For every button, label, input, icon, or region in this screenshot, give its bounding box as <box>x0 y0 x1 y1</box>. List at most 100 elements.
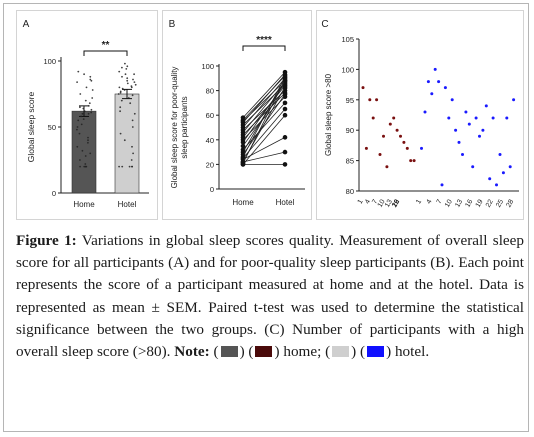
data-point <box>84 163 87 165</box>
data-point <box>90 108 93 111</box>
data-point <box>126 77 129 80</box>
swatch-home-dot <box>255 346 273 358</box>
data-point <box>87 136 89 139</box>
data-point-home <box>405 146 409 150</box>
data-point-home <box>409 159 413 163</box>
pair-line <box>242 114 286 165</box>
figure-frame: A Global sleep score 0 50 100 Home Hotel ** B Gl… <box>3 3 529 432</box>
x-tick-label: 22 <box>485 198 495 208</box>
data-point-home <box>240 160 246 166</box>
x-tick-label: 10 <box>377 198 387 208</box>
y-tick-label: 40 <box>206 136 214 145</box>
significance-bracket <box>83 50 128 56</box>
data-point-hotel <box>420 146 423 150</box>
panel-b: B Global sleep score for poor-quality slee… <box>162 10 312 220</box>
data-point <box>134 83 137 86</box>
data-point <box>85 165 88 168</box>
x-tick-label: 16 <box>464 198 474 208</box>
y-tick-label: 100 <box>341 65 354 74</box>
data-point <box>117 93 120 95</box>
pair-line <box>242 71 286 118</box>
y-tick-label: 0 <box>210 185 214 194</box>
pair-line <box>242 78 286 128</box>
y-axis-label-line2: sleep participants <box>180 96 189 158</box>
data-point <box>133 81 136 83</box>
data-point <box>121 66 123 69</box>
data-point <box>131 165 133 168</box>
data-point-hotel <box>464 110 468 114</box>
data-point-hotel <box>450 98 454 102</box>
y-tick-label: 100 <box>43 57 56 66</box>
data-point <box>126 82 129 85</box>
data-point-home <box>385 165 389 169</box>
panel-label: B <box>169 19 176 30</box>
data-point-hotel <box>471 165 475 169</box>
data-point <box>80 123 83 126</box>
data-point-hotel <box>498 153 502 156</box>
data-point <box>84 99 87 102</box>
data-point-home <box>402 140 406 144</box>
significance-label: ** <box>102 40 110 51</box>
data-point <box>87 141 89 144</box>
data-point <box>131 119 134 122</box>
data-point <box>132 78 134 81</box>
data-point <box>128 165 131 168</box>
y-tick-label: 105 <box>341 35 354 44</box>
data-point-hotel <box>467 122 471 126</box>
data-point-hotel <box>484 104 488 108</box>
y-tick-label: 100 <box>201 62 214 71</box>
data-point-hotel <box>282 162 288 167</box>
data-point <box>131 94 134 97</box>
data-point <box>120 99 123 102</box>
data-point <box>91 97 94 99</box>
data-point-home <box>382 134 385 138</box>
data-point <box>83 110 86 113</box>
data-point <box>89 78 92 81</box>
data-point <box>85 86 88 89</box>
x-tick-label: 28 <box>505 198 515 208</box>
x-tick-label: 10 <box>444 198 454 208</box>
data-point-hotel <box>282 106 288 112</box>
data-point-hotel <box>501 171 505 175</box>
x-tick-label: 13 <box>454 198 464 208</box>
swatch-home-bar <box>220 346 238 358</box>
y-tick-label: 90 <box>346 126 354 135</box>
data-point <box>79 93 82 95</box>
pair-line <box>242 85 286 138</box>
data-point <box>83 73 85 76</box>
swatch-hotel-dot <box>367 346 385 358</box>
data-point <box>88 102 91 105</box>
data-point <box>119 110 121 113</box>
data-point <box>81 149 84 152</box>
data-point <box>87 112 90 115</box>
data-point-hotel <box>423 110 427 114</box>
data-point <box>121 75 123 78</box>
data-point-hotel <box>508 165 512 169</box>
pair-line <box>242 84 286 126</box>
data-point <box>123 89 126 91</box>
y-axis-label: Global sleep score >80 <box>324 73 333 156</box>
x-tick-label: 4 <box>426 198 434 205</box>
data-point-hotel <box>461 153 464 156</box>
data-point-hotel <box>447 116 451 120</box>
data-point-home <box>388 122 392 126</box>
data-point <box>129 102 132 105</box>
data-point <box>123 139 126 142</box>
data-point <box>87 105 90 107</box>
data-point-hotel <box>282 84 288 90</box>
y-tick-label: 85 <box>346 157 354 166</box>
legend-hotel-text: hotel. <box>394 343 430 361</box>
x-tick-label: Home <box>232 198 254 207</box>
data-point-home <box>399 134 402 138</box>
caption-label: Figure 1: <box>16 232 77 249</box>
data-point-hotel <box>505 116 509 120</box>
x-tick-label: Hotel <box>118 200 137 209</box>
data-point <box>82 107 85 110</box>
data-point-hotel <box>481 128 485 132</box>
data-point-home <box>371 116 375 120</box>
x-tick-label: 1 <box>415 198 423 205</box>
y-axis-label: Global sleep score <box>26 92 36 163</box>
y-axis-label: Global sleep score for poor-quality <box>170 67 179 189</box>
data-point <box>121 165 124 168</box>
data-point-hotel <box>282 112 288 118</box>
